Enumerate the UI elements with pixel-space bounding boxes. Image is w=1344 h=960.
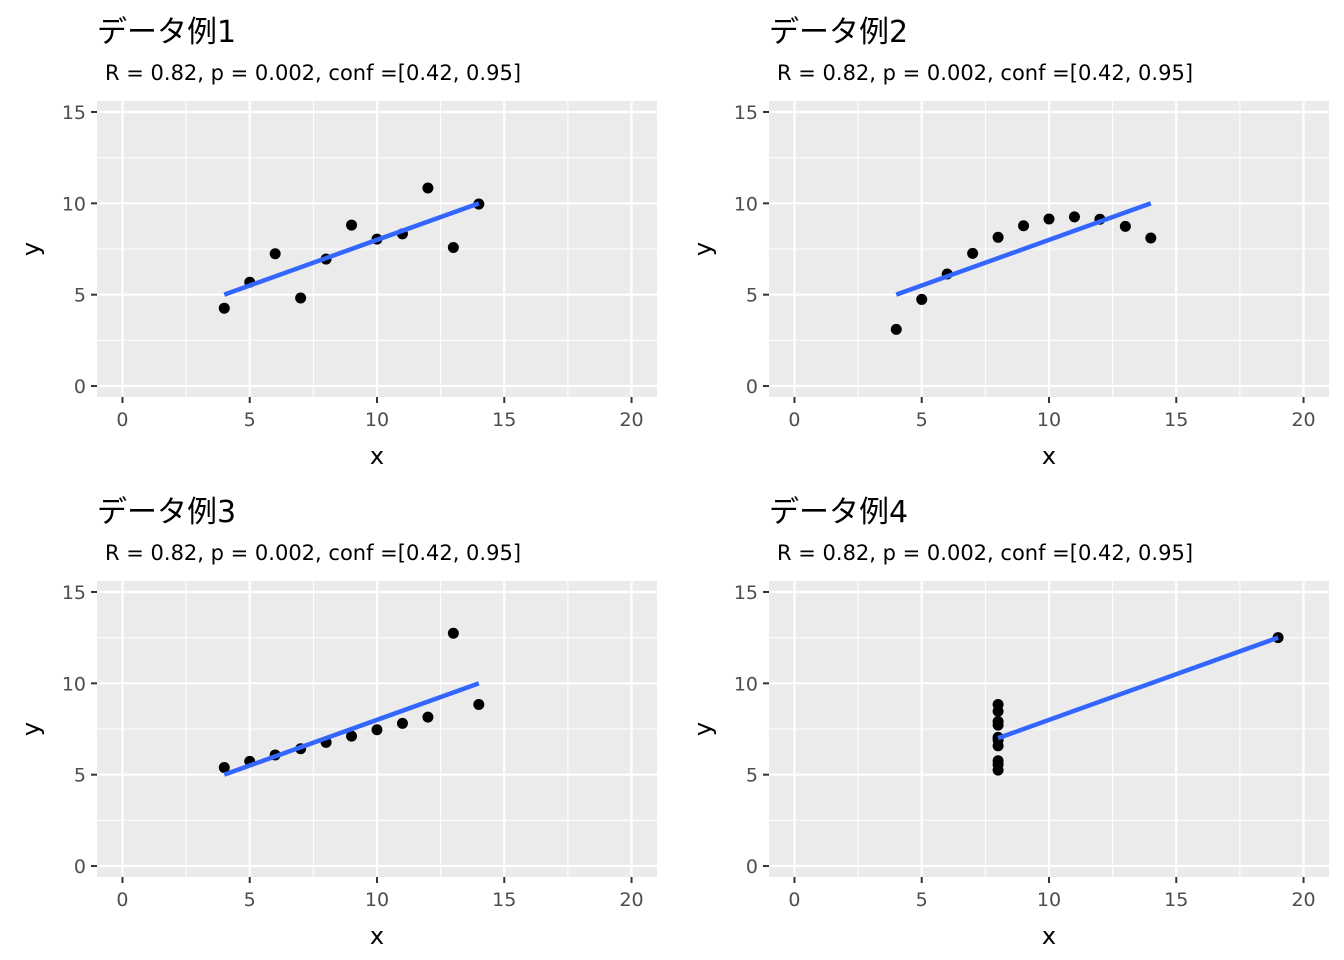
x-tick-label: 15 <box>492 889 516 911</box>
y-tick-label: 5 <box>74 285 86 307</box>
data-point <box>967 247 979 259</box>
x-tick-label: 15 <box>1164 409 1188 431</box>
y-tick-label: 10 <box>62 193 86 215</box>
chart-title: データ例1 <box>97 15 236 50</box>
y-axis-label: y <box>689 722 717 736</box>
x-tick-label: 10 <box>1037 409 1061 431</box>
x-tick-label: 10 <box>1037 889 1061 911</box>
data-point <box>1043 213 1055 225</box>
data-point <box>447 627 459 639</box>
data-point <box>473 699 485 711</box>
chart-panel-1: データ例1 R = 0.82, p = 0.002, conf =[0.42, 0… <box>17 15 657 470</box>
y-tick-label: 0 <box>746 856 758 878</box>
y-tick-label: 15 <box>62 102 86 124</box>
x-tick-label: 0 <box>788 409 800 431</box>
data-point <box>890 323 902 335</box>
y-tick-label: 0 <box>74 856 86 878</box>
x-tick-label: 5 <box>244 889 256 911</box>
data-point <box>1018 220 1030 232</box>
data-point <box>422 182 434 194</box>
x-tick-label: 0 <box>788 889 800 911</box>
y-tick-label: 5 <box>74 765 86 787</box>
data-point <box>1145 232 1157 244</box>
y-tick-label: 0 <box>746 376 758 398</box>
regression-line <box>223 681 480 777</box>
regression-line <box>895 201 1152 297</box>
y-axis-label: y <box>17 722 45 736</box>
x-axis-label: x <box>1042 922 1056 950</box>
x-axis-label: x <box>1042 442 1056 470</box>
x-tick-label: 5 <box>916 889 928 911</box>
chart-title: データ例2 <box>769 15 908 50</box>
y-axis-label: y <box>689 242 717 256</box>
y-tick-label: 15 <box>62 582 86 604</box>
x-tick-label: 15 <box>1164 889 1188 911</box>
data-point <box>1119 220 1131 232</box>
x-axis-label: x <box>370 442 384 470</box>
regression-line <box>997 635 1279 741</box>
y-tick-label: 15 <box>734 582 758 604</box>
chart-title: データ例3 <box>97 495 236 530</box>
data-point <box>1068 211 1080 223</box>
y-tick-label: 15 <box>734 102 758 124</box>
chart-panel-2: データ例2 R = 0.82, p = 0.002, conf =[0.42, 0… <box>689 15 1329 470</box>
data-point <box>422 711 434 723</box>
data-point <box>346 730 358 742</box>
x-tick-label: 0 <box>116 889 128 911</box>
data-point <box>218 762 230 774</box>
data-point <box>218 302 230 314</box>
y-tick-label: 5 <box>746 765 758 787</box>
data-point <box>346 219 358 231</box>
data-point <box>447 242 459 254</box>
data-point <box>992 705 1004 717</box>
x-tick-label: 20 <box>619 889 643 911</box>
regression-line <box>223 201 480 297</box>
data-point <box>992 716 1004 728</box>
x-tick-label: 20 <box>619 409 643 431</box>
chart-panel-3: データ例3 R = 0.82, p = 0.002, conf =[0.42, 0… <box>17 495 657 950</box>
x-tick-label: 10 <box>365 409 389 431</box>
y-axis-label: y <box>17 242 45 256</box>
x-tick-label: 20 <box>1291 409 1315 431</box>
x-axis-label: x <box>370 922 384 950</box>
chart-subtitle: R = 0.82, p = 0.002, conf =[0.42, 0.95] <box>105 541 521 565</box>
x-tick-label: 0 <box>116 409 128 431</box>
chart-subtitle: R = 0.82, p = 0.002, conf =[0.42, 0.95] <box>777 61 1193 85</box>
data-point <box>916 293 928 305</box>
data-point <box>396 717 408 729</box>
data-point <box>295 292 307 304</box>
y-tick-label: 5 <box>746 285 758 307</box>
y-tick-label: 10 <box>734 673 758 695</box>
data-point <box>371 724 383 736</box>
data-point <box>992 231 1004 243</box>
y-tick-label: 10 <box>62 673 86 695</box>
x-tick-label: 10 <box>365 889 389 911</box>
y-tick-label: 10 <box>734 193 758 215</box>
data-point <box>269 248 281 260</box>
x-tick-label: 15 <box>492 409 516 431</box>
chart-subtitle: R = 0.82, p = 0.002, conf =[0.42, 0.95] <box>777 541 1193 565</box>
chart-panel-4: データ例4 R = 0.82, p = 0.002, conf =[0.42, 0… <box>689 495 1329 950</box>
data-point <box>992 758 1004 770</box>
chart-title: データ例4 <box>769 495 908 530</box>
x-tick-label: 20 <box>1291 889 1315 911</box>
chart-subtitle: R = 0.82, p = 0.002, conf =[0.42, 0.95] <box>105 61 521 85</box>
y-tick-label: 0 <box>74 376 86 398</box>
x-tick-label: 5 <box>244 409 256 431</box>
x-tick-label: 5 <box>916 409 928 431</box>
